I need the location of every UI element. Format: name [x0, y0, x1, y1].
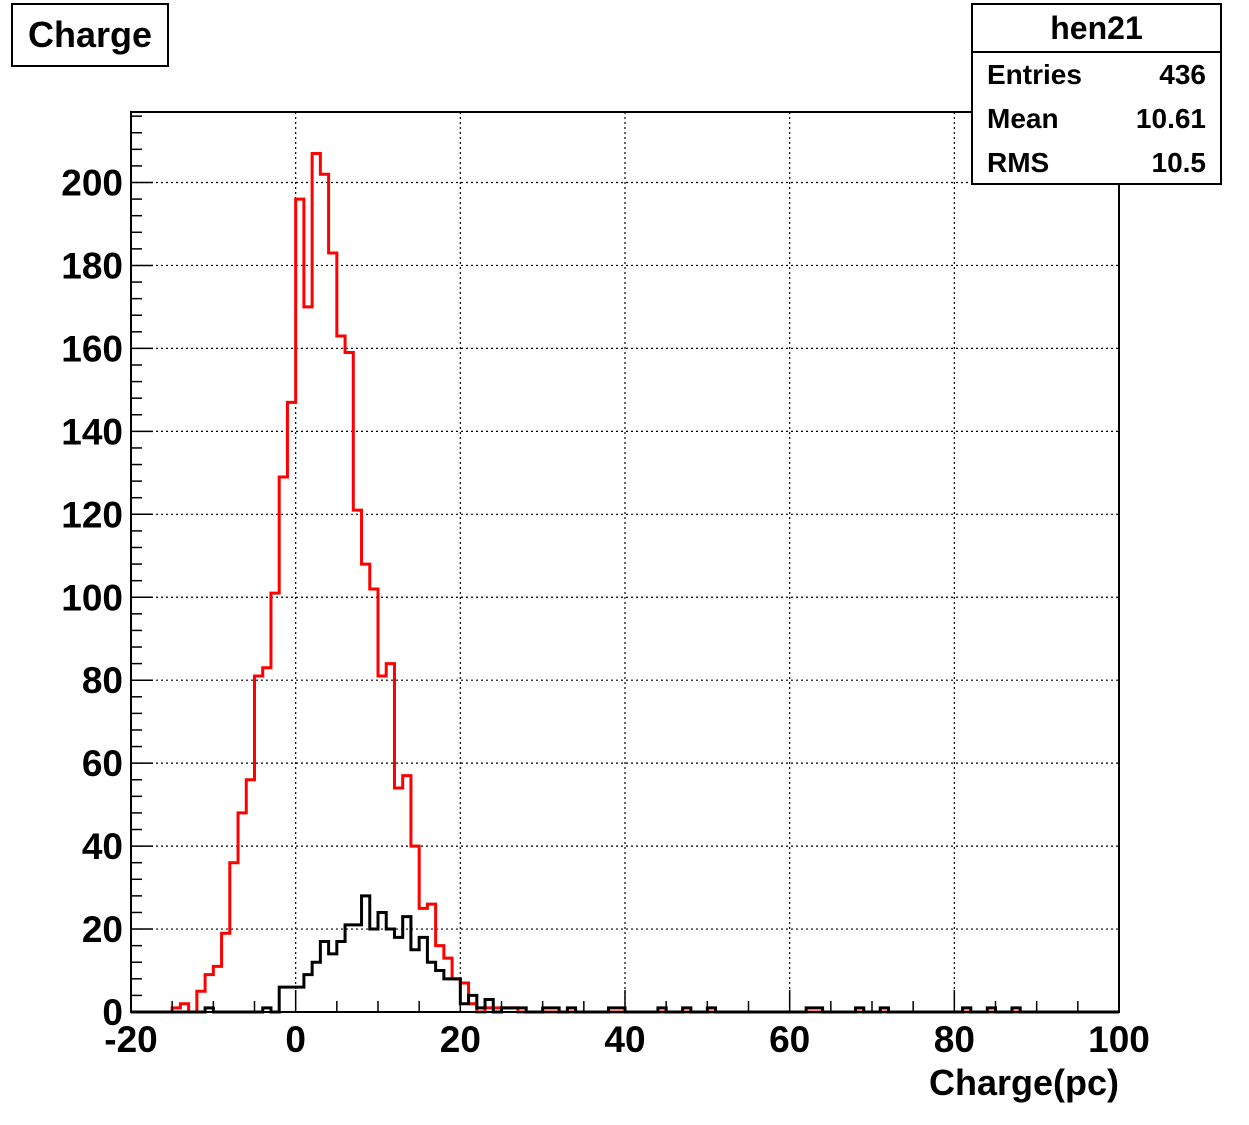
stats-value: 436	[1159, 59, 1206, 90]
stats-label: Entries	[987, 59, 1082, 90]
y-tick-label: 160	[61, 328, 123, 369]
y-tick-label: 40	[82, 826, 123, 867]
x-tick-label: 20	[440, 1019, 481, 1060]
axis-ticks	[130, 115, 1120, 1013]
x-tick-label: 40	[604, 1019, 645, 1060]
x-tick-label: -20	[104, 1019, 157, 1060]
y-tick-label: 180	[61, 245, 123, 286]
x-tick-label: 0	[285, 1019, 306, 1060]
stats-box: hen21 Entries 436 Mean 10.61 RMS 10.5	[971, 3, 1222, 185]
stats-value: 10.5	[1151, 147, 1207, 178]
y-tick-label: 0	[102, 992, 123, 1033]
y-tick-label: 100	[61, 577, 123, 618]
stats-label: RMS	[987, 147, 1050, 178]
stats-row-mean: Mean 10.61	[973, 97, 1220, 141]
stats-row-entries: Entries 436	[973, 53, 1220, 97]
y-tick-label: 60	[82, 743, 123, 784]
stats-label: Mean	[987, 103, 1059, 134]
x-axis-label: Charge(pc)	[929, 1062, 1119, 1103]
y-tick-label: 120	[61, 494, 123, 535]
grid-lines	[131, 112, 1119, 1012]
x-tick-label: 100	[1088, 1019, 1150, 1060]
y-tick-label: 200	[61, 163, 123, 204]
y-tick-label: 20	[82, 909, 123, 950]
stats-value: 10.61	[1135, 103, 1206, 134]
y-tick-label: 80	[82, 660, 123, 701]
x-tick-label: 80	[934, 1019, 975, 1060]
chart-title: Charge	[11, 3, 169, 67]
y-tick-label: 140	[61, 411, 123, 452]
x-tick-label: 60	[769, 1019, 810, 1060]
axis-tick-labels: -20 0 20 40 60 80 1000204060801001201401601802…	[61, 163, 1150, 1060]
stats-histogram-name: hen21	[973, 5, 1220, 53]
stats-row-rms: RMS 10.5	[973, 141, 1220, 185]
